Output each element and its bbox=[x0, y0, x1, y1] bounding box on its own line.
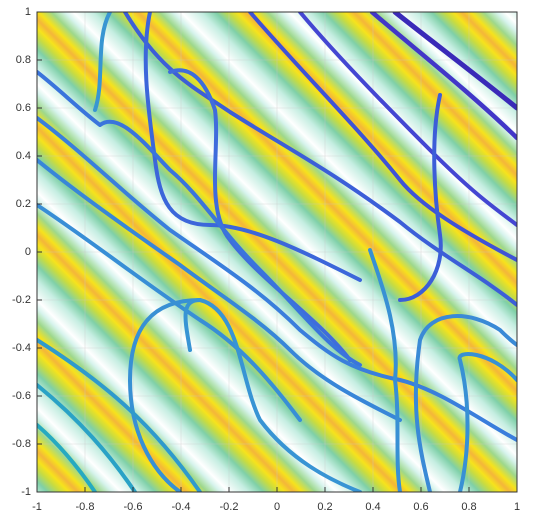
contour-line bbox=[37, 203, 302, 422]
contour-line bbox=[37, 338, 202, 492]
contour-line bbox=[248, 12, 517, 262]
y-tick-label: -1 bbox=[21, 486, 31, 498]
x-tick-label: -0.2 bbox=[220, 501, 239, 513]
contour-line bbox=[183, 298, 362, 492]
contour-line bbox=[398, 93, 443, 302]
x-tick-label: 0.6 bbox=[413, 501, 428, 513]
y-tick-label: 0.2 bbox=[16, 198, 31, 210]
y-tick-label: 0 bbox=[25, 246, 31, 258]
x-tick-label: -0.4 bbox=[172, 501, 191, 513]
y-tick-label: 0.4 bbox=[16, 150, 31, 162]
contour-line bbox=[37, 116, 517, 442]
contour-line bbox=[128, 298, 202, 492]
contour-line bbox=[93, 12, 112, 112]
contour-line bbox=[37, 423, 97, 492]
contour-line bbox=[37, 70, 362, 367]
y-tick-label: 1 bbox=[25, 6, 31, 18]
y-tick-label: -0.6 bbox=[12, 390, 31, 402]
y-tick-label: -0.8 bbox=[12, 438, 31, 450]
x-tick-label: -0.6 bbox=[124, 501, 143, 513]
y-tick-label: -0.2 bbox=[12, 294, 31, 306]
contour-line bbox=[37, 383, 137, 492]
y-tick-label: 0.6 bbox=[16, 102, 31, 114]
x-tick-label: 0 bbox=[274, 501, 280, 513]
x-tick-label: -1 bbox=[32, 501, 42, 513]
x-tick-label: 0.2 bbox=[317, 501, 332, 513]
contour-line bbox=[168, 68, 352, 362]
x-tick-label: -0.8 bbox=[76, 501, 95, 513]
x-tick-label: 0.4 bbox=[365, 501, 380, 513]
contour-line bbox=[413, 314, 517, 492]
contour-line bbox=[392, 12, 517, 111]
contour-line bbox=[457, 352, 517, 492]
x-tick-label: 1 bbox=[514, 501, 520, 513]
x-tick-label: 0.8 bbox=[461, 501, 476, 513]
contour-line bbox=[369, 12, 517, 141]
y-tick-label: -0.4 bbox=[12, 342, 31, 354]
contour-line bbox=[37, 158, 402, 422]
contour-line bbox=[143, 12, 362, 282]
contour-line bbox=[368, 248, 402, 492]
y-tick-label: 0.8 bbox=[16, 54, 31, 66]
contour-line bbox=[298, 12, 517, 227]
contour-lines bbox=[37, 12, 517, 492]
contour-line bbox=[123, 12, 517, 307]
